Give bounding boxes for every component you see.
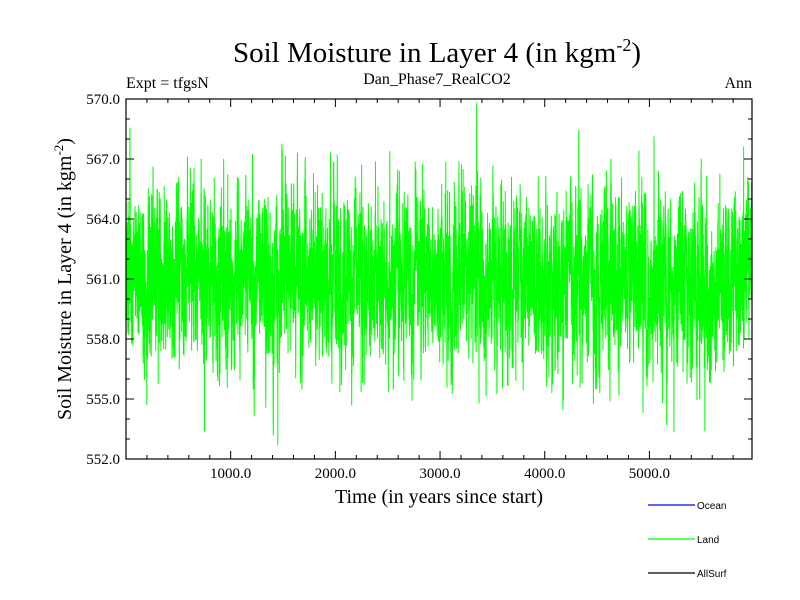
legend-label-land: Land — [697, 535, 719, 546]
y-axis-label: Soil Moisture in Layer 4 (in kgm-2) — [51, 138, 76, 420]
series-land-line — [125, 102, 753, 446]
y-tick-label: 564.0 — [86, 212, 120, 228]
y-tick-label: 558.0 — [86, 332, 120, 348]
run-label: Dan_Phase7_RealCO2 — [363, 71, 511, 88]
y-tick-label: 561.0 — [86, 272, 120, 288]
x-tick-label: 5000.0 — [629, 466, 670, 482]
legend-label-allsurf: AllSurf — [697, 569, 727, 580]
y-tick-label: 567.0 — [86, 152, 120, 168]
chart-title: Soil Moisture in Layer 4 (in kgm-2) — [233, 35, 641, 69]
x-tick-label: 3000.0 — [419, 466, 460, 482]
experiment-label: Expt = tfgsN — [126, 75, 209, 92]
x-axis-label: Time (in years since start) — [335, 486, 543, 508]
x-tick-label: 2000.0 — [315, 466, 356, 482]
axis-ticks: 1000.0 2000.0 3000.0 4000.0 5000.0 552.0 555.0… — [86, 92, 752, 482]
x-tick-label: 1000.0 — [210, 466, 251, 482]
period-label: Ann — [724, 75, 752, 92]
legend-label-ocean: Ocean — [697, 501, 726, 512]
y-tick-label: 552.0 — [86, 452, 120, 468]
y-tick-label: 570.0 — [86, 92, 120, 108]
legend: Ocean Land AllSurf — [648, 501, 727, 580]
x-tick-label: 4000.0 — [524, 466, 565, 482]
y-tick-label: 555.0 — [86, 392, 120, 408]
